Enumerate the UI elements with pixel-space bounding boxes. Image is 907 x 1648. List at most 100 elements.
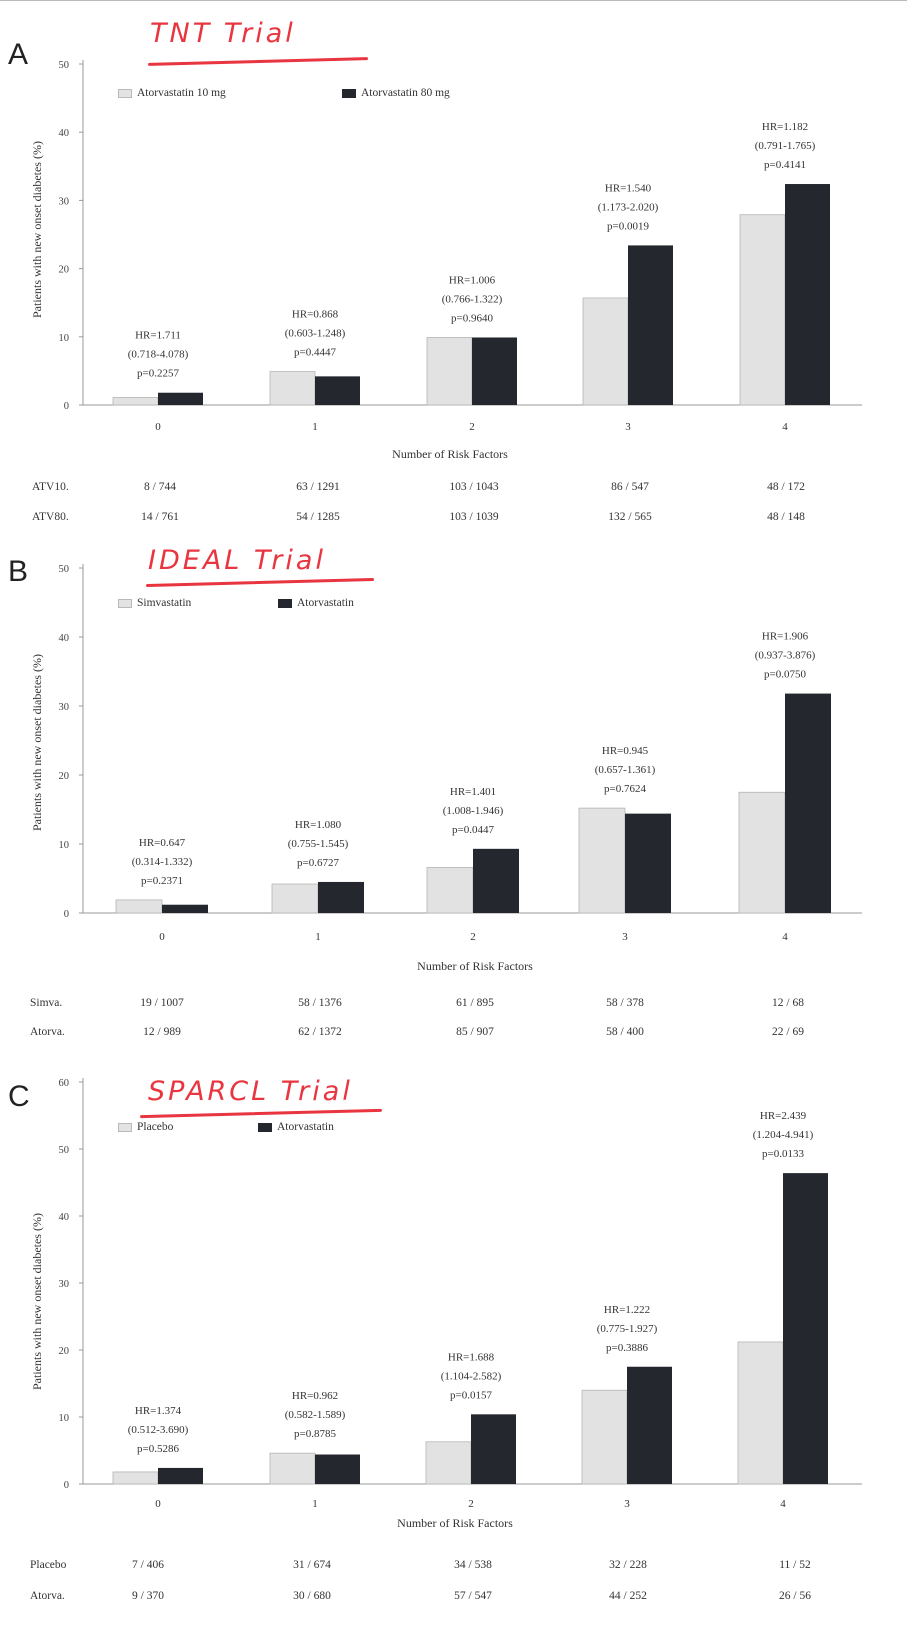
top-border-line xyxy=(0,0,907,1)
hr-annotation-line: HR=1.401 xyxy=(450,786,496,798)
x-tick-label: 1 xyxy=(312,421,318,433)
hr-annotation-line: HR=0.962 xyxy=(292,1390,338,1402)
bar-series-1 xyxy=(578,807,626,914)
y-tick-label: 10 xyxy=(59,1413,70,1424)
hr-annotation-line: HR=1.540 xyxy=(605,182,652,194)
count-row-label: ATV10. xyxy=(32,481,69,493)
x-tick-label: 4 xyxy=(780,1498,786,1510)
legend-label: Atorvastatin 80 mg xyxy=(361,87,450,99)
legend-swatch-dark xyxy=(342,88,356,98)
bar-series-1 xyxy=(112,397,159,406)
count-row-label: Atorva. xyxy=(30,1590,65,1602)
bar-series-2 xyxy=(162,904,208,913)
legend-swatch-dark xyxy=(278,598,292,608)
bar-series-2 xyxy=(315,376,360,405)
bar-series-2 xyxy=(158,392,203,405)
bar-series-1 xyxy=(739,214,786,406)
hr-annotation-line: (1.008-1.946) xyxy=(443,805,504,817)
panel-letter: A xyxy=(8,38,29,71)
x-tick-label: 2 xyxy=(469,421,475,433)
bar-series-1 xyxy=(738,791,786,914)
y-tick-label: 10 xyxy=(59,840,70,851)
legend-item-2: Atorvastatin xyxy=(278,597,354,609)
hr-annotation-line: p=0.0157 xyxy=(450,1389,492,1401)
y-tick-label: 30 xyxy=(59,702,70,713)
legend-item-1: Simvastatin xyxy=(118,597,191,609)
hr-annotation-line: (0.937-3.876) xyxy=(755,650,816,662)
hr-annotation-line: HR=0.945 xyxy=(602,745,649,757)
count-cell: 30 / 680 xyxy=(293,1590,331,1602)
hr-annotation-line: (0.582-1.589) xyxy=(285,1409,346,1421)
x-tick-label: 0 xyxy=(155,1498,161,1510)
count-cell: 44 / 252 xyxy=(609,1590,647,1602)
hr-annotation-line: p=0.0019 xyxy=(607,220,649,232)
hr-annotation-line: (1.204-4.941) xyxy=(753,1129,814,1141)
legend-label: Placebo xyxy=(137,1121,174,1133)
hr-annotation-line: HR=1.906 xyxy=(762,631,809,643)
bar-series-1 xyxy=(737,1341,784,1485)
hr-annotation-line: HR=1.374 xyxy=(135,1405,182,1417)
x-tick-label: 0 xyxy=(159,931,165,943)
hr-annotation-line: (0.791-1.765) xyxy=(755,140,816,152)
bar-series-1 xyxy=(269,1452,316,1485)
bar-series-1 xyxy=(426,867,474,914)
hr-annotation-line: HR=0.647 xyxy=(139,837,186,849)
y-tick-label: 60 xyxy=(59,1078,70,1089)
x-tick-label: 4 xyxy=(782,931,788,943)
bar-series-2 xyxy=(785,184,830,405)
count-row-label: Placebo xyxy=(30,1559,67,1571)
count-cell: 57 / 547 xyxy=(454,1590,492,1602)
panel-letter: B xyxy=(8,555,29,588)
count-cell: 34 / 538 xyxy=(454,1559,492,1571)
legend-swatch-light xyxy=(118,598,132,608)
count-cell: 48 / 172 xyxy=(767,481,805,493)
count-cell: 86 / 547 xyxy=(611,481,649,493)
y-tick-label: 50 xyxy=(59,1145,70,1156)
hr-annotation-line: p=0.5286 xyxy=(137,1443,179,1455)
x-axis-label: Number of Risk Factors xyxy=(417,959,533,973)
count-row-label: Atorva. xyxy=(30,1026,65,1038)
bar-chart-plot: 0 10 20 30 40 50 60 0 HR=1.374 (0.512-3.690) p=0.5… xyxy=(59,1078,862,1510)
hr-annotation-line: (0.603-1.248) xyxy=(285,328,346,340)
x-axis-label: Number of Risk Factors xyxy=(397,1516,513,1530)
legend-item-1: Atorvastatin 10 mg xyxy=(118,87,226,99)
hr-annotation-line: HR=1.080 xyxy=(295,819,342,831)
legend-item-1: Placebo xyxy=(118,1121,173,1133)
legend-label: Atorvastatin xyxy=(277,1121,334,1133)
x-tick-label: 3 xyxy=(624,1498,630,1510)
hr-annotation-line: HR=0.868 xyxy=(292,309,339,321)
bar-series-2 xyxy=(471,1414,516,1484)
hr-annotation-line: (1.173-2.020) xyxy=(598,201,659,213)
legend-swatch-light xyxy=(118,88,132,98)
panel-c: C SPARCL Trial Patients with new onset d… xyxy=(0,1070,907,1648)
x-tick-label: 4 xyxy=(782,421,788,433)
count-cell: 48 / 148 xyxy=(767,511,805,523)
count-cell: 12 / 68 xyxy=(772,997,804,1009)
x-tick-label: 3 xyxy=(622,931,628,943)
hr-annotation-line: p=0.4141 xyxy=(764,159,806,171)
count-cell: 7 / 406 xyxy=(132,1559,164,1571)
handwritten-title: SPARCL Trial xyxy=(148,1076,353,1107)
hr-annotation-line: (0.314-1.332) xyxy=(132,856,193,868)
count-cell: 8 / 744 xyxy=(144,481,176,493)
bar-series-2 xyxy=(627,1366,672,1484)
x-tick-label: 1 xyxy=(315,931,321,943)
bar-series-1 xyxy=(426,337,473,406)
hr-annotation-line: (0.512-3.690) xyxy=(128,1424,189,1436)
count-cell: 103 / 1043 xyxy=(449,481,499,493)
panel-a: A TNT Trial Patients with new onset diab… xyxy=(0,0,907,545)
count-cell: 32 / 228 xyxy=(609,1559,647,1571)
count-cell: 19 / 1007 xyxy=(140,997,184,1009)
hr-annotation-line: (0.766-1.322) xyxy=(442,293,503,305)
hr-annotation-line: HR=2.439 xyxy=(760,1110,807,1122)
bar-chart-plot: 0 10 20 30 40 50 0 HR=0.647 (0.314-1.332) p=0.237… xyxy=(59,564,862,943)
legend-label: Atorvastatin xyxy=(297,597,354,609)
hr-annotation-line: HR=1.711 xyxy=(135,330,181,342)
hr-annotation-line: p=0.0447 xyxy=(452,824,494,836)
y-tick-label: 50 xyxy=(59,60,70,71)
hr-annotation-line: p=0.7624 xyxy=(604,783,646,795)
bar-chart-plot: 0 10 20 30 40 50 0 HR=1.711 (0.718-4.078) p=0.225… xyxy=(59,60,862,433)
y-tick-label: 40 xyxy=(59,1212,70,1223)
count-cell: 9 / 370 xyxy=(132,1590,164,1602)
count-row-label: ATV80. xyxy=(32,511,69,523)
